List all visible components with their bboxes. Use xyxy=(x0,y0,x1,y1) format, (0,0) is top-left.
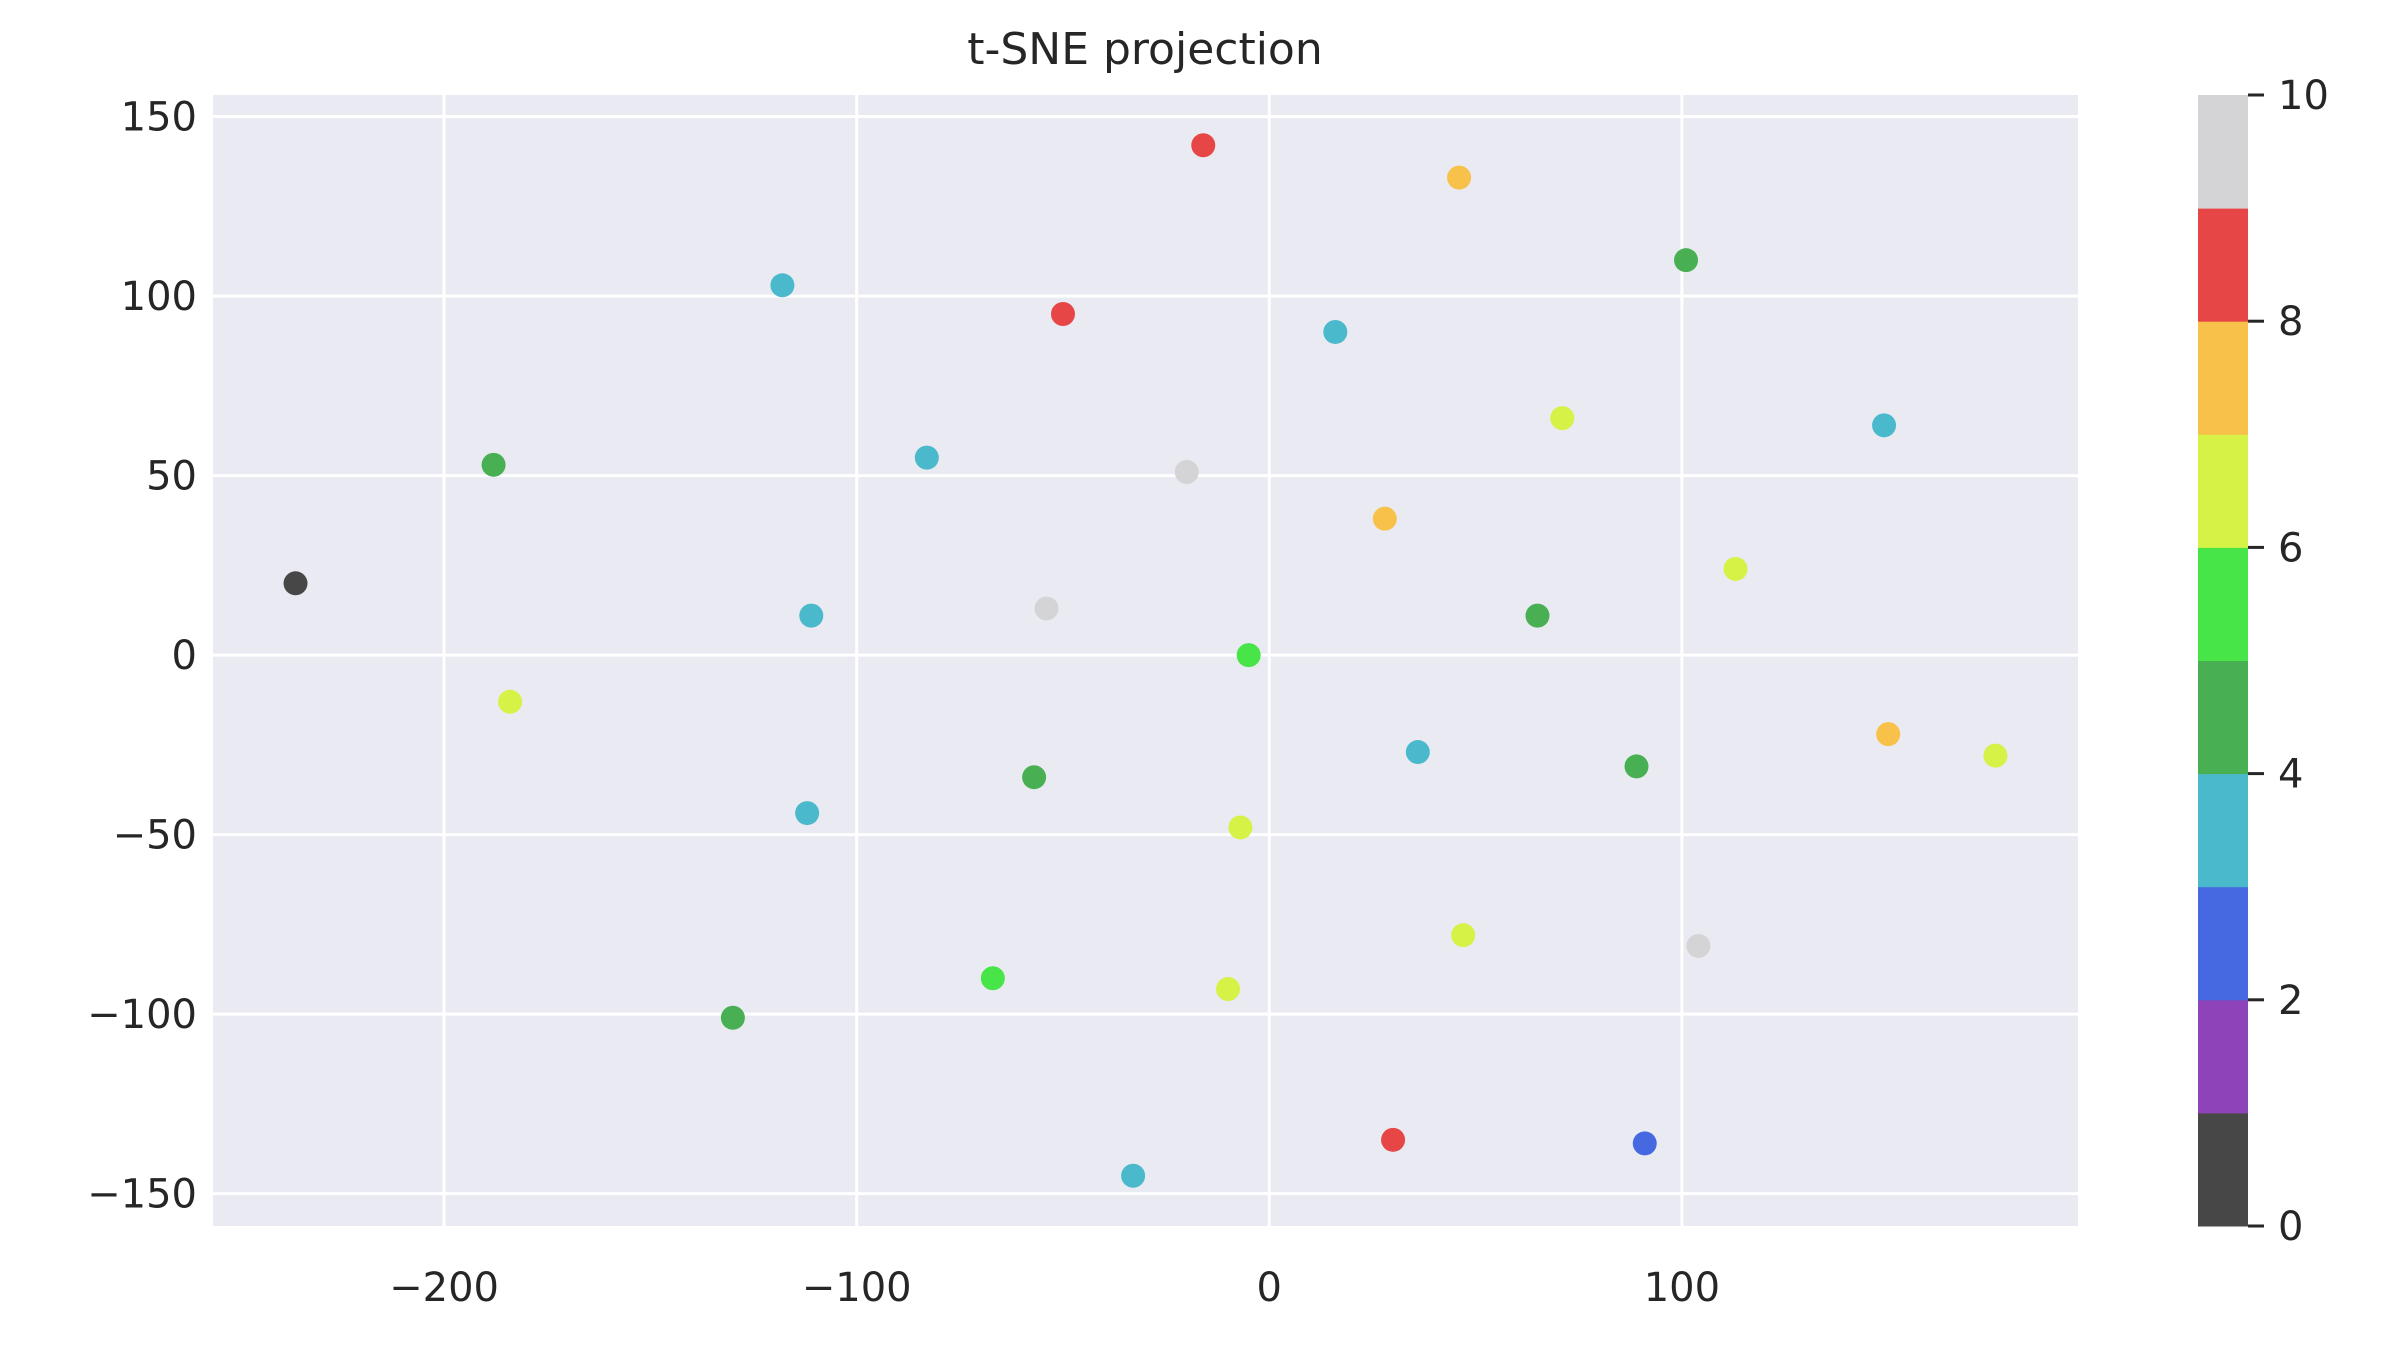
data-point xyxy=(1372,506,1397,531)
y-tick-label: −50 xyxy=(113,813,197,859)
data-point xyxy=(1174,460,1199,484)
data-point xyxy=(1674,248,1699,273)
data-point xyxy=(799,603,824,628)
colorbar-tick-label: 8 xyxy=(2278,299,2303,345)
data-point xyxy=(1624,754,1649,779)
colorbar-tick-label: 4 xyxy=(2278,752,2303,798)
colorbar-tick-label: 6 xyxy=(2278,525,2303,571)
data-point xyxy=(1191,133,1216,158)
y-tick-label: 150 xyxy=(121,95,197,141)
data-point xyxy=(720,1005,745,1030)
grid xyxy=(213,95,2078,1226)
data-point xyxy=(1686,933,1711,958)
data-point xyxy=(1872,413,1897,438)
y-tick-label: 0 xyxy=(172,633,197,679)
x-tick-label: 100 xyxy=(1644,1265,1720,1311)
x-tick-label: −200 xyxy=(389,1265,499,1311)
data-point xyxy=(1447,165,1472,190)
data-point xyxy=(770,273,795,298)
colorbar-segment xyxy=(2198,547,2248,661)
colorbar-segment xyxy=(2198,95,2248,209)
data-point xyxy=(1632,1131,1657,1156)
data-point xyxy=(980,966,1005,991)
colorbar-segment xyxy=(2198,773,2248,888)
colorbar-segment xyxy=(2198,999,2248,1114)
colorbar-segment xyxy=(2198,886,2248,1001)
colorbar-segment xyxy=(2198,434,2248,548)
chart-title: t-SNE projection xyxy=(967,24,1323,75)
data-point xyxy=(1876,722,1901,747)
colorbar-tick-label: 2 xyxy=(2278,978,2303,1024)
colorbar-segment xyxy=(2198,660,2248,775)
colorbar-segment xyxy=(2198,1112,2248,1227)
x-tick-label: −100 xyxy=(802,1265,912,1311)
x-tick-label: 0 xyxy=(1257,1265,1282,1311)
data-point xyxy=(1405,740,1430,765)
data-points xyxy=(283,133,2008,1188)
data-point xyxy=(1983,743,2008,768)
colorbar-segment xyxy=(2198,321,2248,435)
y-tick-label: −100 xyxy=(87,992,197,1038)
data-point xyxy=(1121,1163,1146,1188)
y-axis: −150 −100 −50 0 50 100 150 xyxy=(87,95,197,1218)
y-tick-label: 100 xyxy=(121,274,197,320)
y-tick-label: −150 xyxy=(87,1172,197,1218)
data-point xyxy=(1451,923,1476,948)
data-point xyxy=(1381,1127,1406,1152)
data-point xyxy=(1323,319,1348,344)
y-tick-label: 50 xyxy=(146,454,197,500)
colorbar-segment xyxy=(2198,208,2248,322)
data-point xyxy=(1723,556,1748,581)
data-point xyxy=(914,445,939,470)
data-point xyxy=(1050,302,1075,327)
colorbar: 0 2 4 6 8 10 xyxy=(2198,73,2329,1250)
data-point xyxy=(1034,596,1059,621)
data-point xyxy=(498,689,523,714)
data-point xyxy=(1022,765,1047,790)
plot-area xyxy=(213,95,2078,1226)
data-point xyxy=(1228,815,1253,840)
data-point xyxy=(1550,406,1575,431)
data-point xyxy=(1525,603,1550,628)
data-point xyxy=(1236,643,1261,668)
data-point xyxy=(481,452,506,477)
colorbar-tick-label: 0 xyxy=(2278,1204,2303,1250)
colorbar-tick-label: 10 xyxy=(2278,73,2329,119)
data-point xyxy=(1216,977,1241,1002)
data-point xyxy=(283,571,308,596)
x-axis: −200 −100 0 100 xyxy=(389,1265,1720,1311)
data-point xyxy=(795,801,820,826)
